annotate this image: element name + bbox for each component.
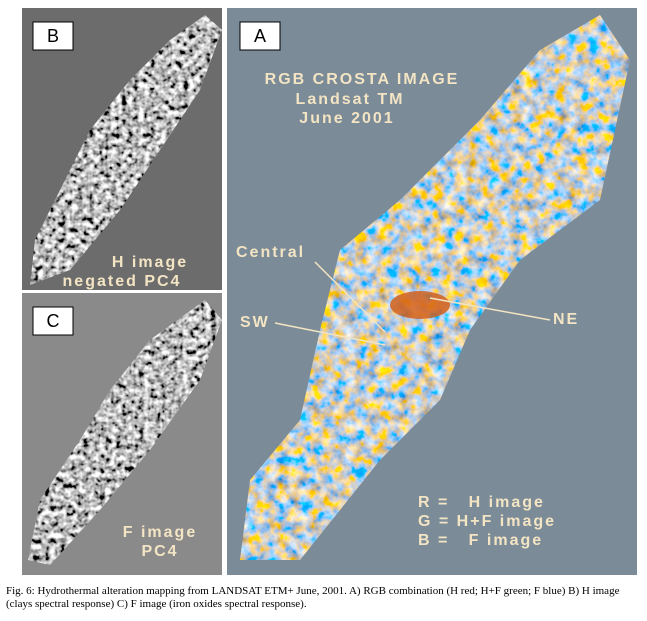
legend-text: R = H image — [418, 494, 545, 511]
panel-text: negated PC4 — [63, 273, 182, 290]
label-box — [32, 306, 74, 336]
panel-text: F image — [123, 524, 197, 541]
image-title: RGB CROSTA IMAGE — [265, 71, 460, 88]
legend-text: G = H+F image — [418, 513, 556, 530]
image-title: Landsat TM — [296, 91, 405, 108]
strip-image — [30, 15, 222, 285]
caption: Fig. 6: Hydrothermal alteration mapping … — [6, 585, 620, 610]
alteration-zone — [390, 291, 450, 319]
figure: B H image negated PC4 C F image PC4 A RG… — [22, 8, 637, 575]
panel-text: PC4 — [141, 543, 178, 560]
label-box — [32, 21, 74, 51]
panel-label: A — [254, 26, 266, 46]
strip-image — [28, 300, 222, 565]
pointer-line — [274, 322, 386, 346]
pointer-line — [314, 261, 386, 333]
legend-text: B = F image — [418, 532, 543, 549]
panel-text: H image — [112, 254, 188, 271]
image-title: June 2001 — [299, 110, 394, 127]
pointer-line — [429, 297, 551, 321]
label-box — [239, 21, 281, 51]
panel-label: C — [47, 311, 60, 331]
annotation: Central — [236, 244, 305, 261]
annotation: SW — [240, 314, 270, 331]
strip-image — [240, 15, 630, 560]
annotation: NE — [553, 311, 579, 328]
panel-label: B — [47, 26, 59, 46]
